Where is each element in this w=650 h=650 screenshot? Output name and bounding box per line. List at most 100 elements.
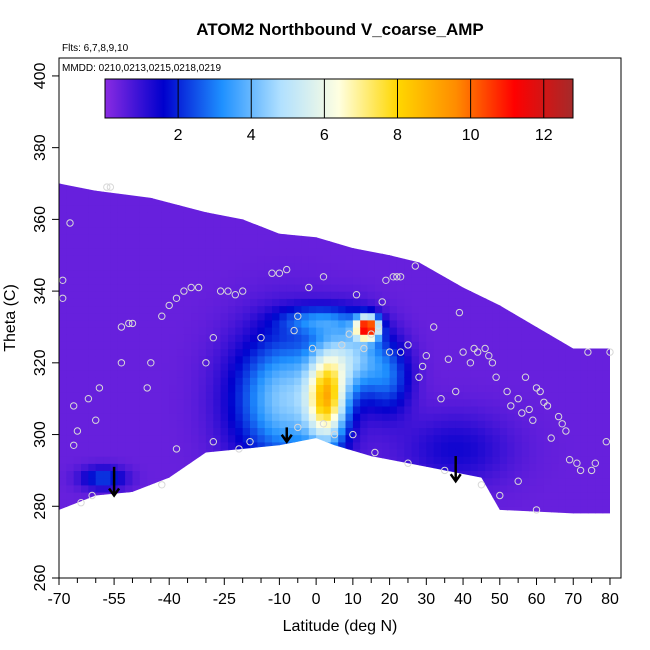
heatmap-cell [463, 276, 471, 285]
heatmap-cell [419, 305, 427, 314]
heatmap-cell [426, 276, 435, 285]
heatmap-cell [139, 427, 148, 436]
heatmap-cell [257, 212, 266, 220]
heatmap-cell [433, 312, 442, 321]
heatmap-cell [103, 283, 111, 292]
heatmap-cell [264, 370, 273, 378]
heatmap-cell [411, 441, 420, 450]
heatmap-cell [367, 377, 376, 385]
heatmap-cell [507, 190, 515, 199]
heatmap-cell [213, 398, 222, 407]
heatmap-cell [521, 248, 530, 256]
heatmap-cell [95, 341, 104, 350]
heatmap-cell [522, 513, 530, 521]
heatmap-cell [492, 398, 501, 407]
heatmap-cell [573, 190, 582, 199]
heatmap-cell [169, 276, 178, 285]
heatmap-cell [565, 348, 574, 357]
heatmap-cell [301, 226, 310, 235]
heatmap-cell [499, 183, 508, 185]
heatmap-cell [176, 434, 185, 443]
heatmap-cell [580, 398, 589, 407]
heatmap-cell [470, 448, 479, 457]
heatmap-cell [294, 219, 302, 228]
heatmap-cell [374, 291, 383, 299]
heatmap-cell [595, 420, 604, 428]
heatmap-cell [250, 420, 258, 428]
heatmap-cell [169, 233, 178, 242]
heatmap-cell [426, 312, 435, 321]
heatmap-cell [316, 398, 324, 407]
heatmap-cell [345, 319, 354, 328]
sample-point [257, 334, 265, 342]
heatmap-cell [330, 319, 339, 328]
heatmap-cell [543, 384, 552, 393]
heatmap-cell [169, 448, 178, 457]
heatmap-cell [338, 355, 347, 364]
heatmap-cell [308, 370, 317, 378]
heatmap-cell [250, 334, 258, 342]
heatmap-cell [441, 405, 449, 414]
heatmap-cell [338, 441, 347, 450]
heatmap-cell [338, 283, 347, 292]
heatmap-cell [323, 298, 332, 307]
heatmap-cell [81, 183, 89, 185]
heatmap-cell [110, 384, 119, 393]
heatmap-cell [139, 327, 148, 335]
heatmap-cell [602, 405, 610, 414]
heatmap-cell [161, 269, 170, 278]
heatmap-cell [205, 240, 214, 249]
heatmap-cell [117, 463, 126, 471]
heatmap-cell [521, 319, 530, 328]
heatmap-cell [404, 212, 413, 220]
heatmap-cell [154, 197, 163, 206]
heatmap-cell [183, 441, 192, 450]
heatmap-cell [374, 477, 383, 486]
heatmap-cell [220, 427, 229, 436]
heatmap-cell [338, 219, 347, 228]
heatmap-cell [323, 405, 332, 414]
heatmap-cell [198, 334, 207, 342]
heatmap-cell [228, 355, 236, 364]
heatmap-cell [81, 434, 89, 443]
heatmap-cell [117, 506, 126, 514]
heatmap-cell [433, 226, 442, 235]
heatmap-cell [610, 248, 618, 256]
heatmap-cell [367, 240, 376, 249]
heatmap-cell [580, 463, 589, 471]
heatmap-cell [183, 355, 192, 364]
heatmap-cell [565, 355, 574, 364]
heatmap-cell [220, 255, 229, 263]
sample-point [92, 416, 100, 424]
heatmap-cell [433, 205, 442, 213]
heatmap-cell [66, 226, 75, 235]
heatmap-cell [272, 398, 280, 407]
heatmap-cell [389, 183, 398, 185]
heatmap-cell [455, 233, 464, 242]
heatmap-cell [294, 470, 302, 479]
heatmap-cell [433, 484, 442, 493]
heatmap-cell [396, 506, 405, 514]
heatmap-cell [374, 341, 383, 350]
heatmap-cell [565, 327, 574, 335]
sample-point [503, 387, 511, 396]
heatmap-cell [580, 262, 589, 271]
heatmap-cell [125, 362, 133, 371]
heatmap-cell [470, 470, 479, 479]
heatmap-cell [88, 384, 97, 393]
heatmap-cell [294, 362, 302, 371]
heatmap-cell [565, 233, 574, 242]
heatmap-cell [477, 305, 486, 314]
heatmap-cell [66, 477, 75, 486]
x-tick-label: -55 [103, 591, 126, 608]
heatmap-cell [73, 477, 82, 486]
heatmap-cell [257, 441, 266, 450]
heatmap-cell [492, 441, 501, 450]
heatmap-cell [257, 327, 266, 335]
heatmap-cell [573, 420, 582, 428]
heatmap-cell [154, 298, 163, 307]
heatmap-cell [514, 255, 523, 263]
heatmap-cell [382, 334, 391, 342]
heatmap-cell [536, 233, 545, 242]
sample-point [371, 448, 379, 457]
